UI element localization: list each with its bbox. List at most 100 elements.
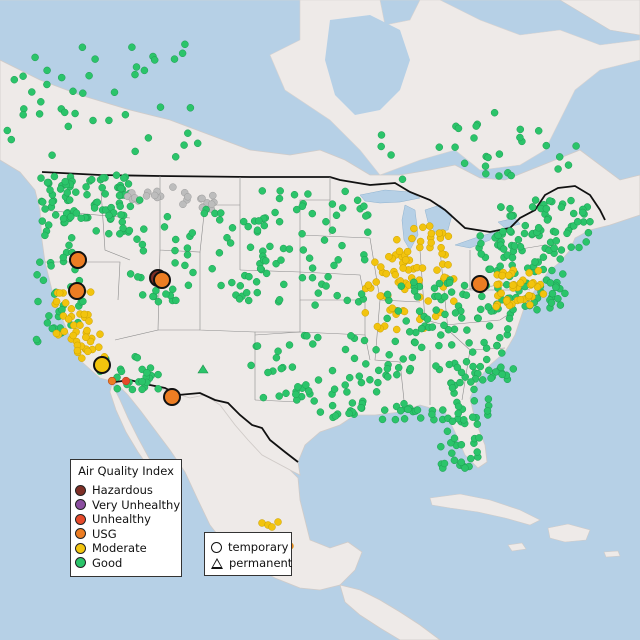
station-dot[interactable]	[228, 278, 236, 287]
station-dot[interactable]	[554, 165, 562, 173]
station-dot[interactable]	[38, 198, 47, 206]
station-dot[interactable]	[209, 191, 217, 200]
station-dot[interactable]	[48, 324, 57, 333]
station-dot[interactable]	[394, 307, 403, 315]
station-dot[interactable]	[83, 190, 91, 199]
station-usg-pennsylvania[interactable]	[471, 275, 489, 293]
station-dot[interactable]	[200, 209, 209, 218]
station-dot[interactable]	[457, 368, 466, 377]
station-dot[interactable]	[520, 229, 529, 238]
station-dot[interactable]	[38, 217, 47, 225]
station-dot[interactable]	[545, 197, 554, 205]
station-dot[interactable]	[360, 255, 369, 264]
station-dot[interactable]	[193, 139, 202, 148]
station-dot[interactable]	[490, 108, 499, 117]
station-dot[interactable]	[235, 295, 244, 303]
station-dot[interactable]	[239, 217, 248, 226]
station-dot[interactable]	[46, 186, 54, 194]
station-dot[interactable]	[208, 264, 216, 273]
station-dot[interactable]	[43, 319, 52, 327]
station-dot[interactable]	[69, 331, 77, 340]
station-dot[interactable]	[360, 336, 369, 345]
station-dot[interactable]	[557, 246, 566, 254]
station-dot[interactable]	[413, 293, 422, 301]
station-dot[interactable]	[444, 232, 453, 241]
station-dot[interactable]	[322, 217, 330, 226]
station-dot[interactable]	[78, 43, 87, 52]
station-dot[interactable]	[330, 385, 339, 393]
station-dot[interactable]	[462, 357, 471, 366]
station-dot[interactable]	[184, 281, 193, 290]
station-dot[interactable]	[308, 273, 317, 282]
station-dot[interactable]	[556, 301, 565, 309]
station-dot[interactable]	[328, 366, 337, 375]
station-dot[interactable]	[399, 355, 407, 363]
station-dot[interactable]	[276, 187, 284, 195]
station-dot[interactable]	[404, 405, 412, 414]
station-dot[interactable]	[443, 427, 452, 436]
station-dot[interactable]	[181, 40, 189, 49]
station-dot[interactable]	[582, 238, 590, 246]
station-usg-utah[interactable]	[153, 271, 171, 289]
station-dot[interactable]	[533, 306, 541, 314]
station-dot[interactable]	[52, 297, 61, 306]
station-dot[interactable]	[345, 409, 353, 418]
station-dot[interactable]	[305, 254, 314, 262]
station-dot[interactable]	[360, 202, 368, 210]
station-dot[interactable]	[534, 223, 543, 232]
station-dot[interactable]	[183, 244, 192, 252]
station-dot[interactable]	[118, 218, 127, 226]
station-dot[interactable]	[48, 198, 57, 206]
station-dot[interactable]	[35, 110, 44, 118]
station-dot[interactable]	[548, 266, 556, 275]
station-dot[interactable]	[416, 243, 424, 252]
station-dot[interactable]	[408, 353, 417, 362]
station-unhealthy[interactable]	[121, 376, 131, 386]
station-dot[interactable]	[439, 406, 447, 414]
station-dot[interactable]	[61, 177, 69, 186]
station-dot[interactable]	[85, 317, 93, 325]
station-dot[interactable]	[482, 355, 491, 364]
station-dot[interactable]	[539, 290, 548, 298]
station-dot[interactable]	[95, 343, 103, 351]
station-dot[interactable]	[516, 133, 524, 142]
station-dot[interactable]	[432, 306, 440, 314]
station-dot[interactable]	[101, 190, 109, 198]
station-dot[interactable]	[554, 294, 562, 303]
station-dot[interactable]	[72, 188, 80, 196]
station-dot[interactable]	[56, 185, 65, 193]
station-dot[interactable]	[330, 261, 338, 270]
station-dot[interactable]	[473, 420, 482, 428]
station-dot[interactable]	[378, 415, 387, 424]
station-dot[interactable]	[516, 279, 525, 287]
station-dot[interactable]	[275, 194, 284, 203]
station-dot[interactable]	[171, 246, 179, 255]
station-dot[interactable]	[470, 385, 478, 394]
station-dot[interactable]	[400, 415, 409, 423]
station-dot[interactable]	[467, 378, 475, 386]
station-dot[interactable]	[246, 243, 255, 252]
station-dot[interactable]	[57, 73, 66, 82]
station-dot[interactable]	[448, 449, 456, 457]
station-dot[interactable]	[314, 376, 323, 384]
station-dot[interactable]	[121, 110, 130, 119]
station-dot[interactable]	[215, 249, 224, 257]
station-dot[interactable]	[63, 188, 72, 197]
station-dot[interactable]	[424, 297, 432, 305]
station-dot[interactable]	[385, 252, 393, 261]
station-dot[interactable]	[52, 329, 61, 338]
station-dot[interactable]	[423, 315, 432, 323]
station-dot[interactable]	[497, 289, 505, 298]
station-dot[interactable]	[338, 241, 346, 250]
station-dot[interactable]	[504, 271, 513, 280]
station-dot[interactable]	[115, 191, 124, 200]
station-dot[interactable]	[328, 200, 337, 208]
station-dot[interactable]	[274, 347, 282, 355]
station-usg-nevada-south[interactable]	[68, 282, 86, 300]
station-dot[interactable]	[542, 141, 551, 150]
station-dot[interactable]	[457, 458, 466, 466]
station-dot[interactable]	[275, 392, 283, 400]
station-dot[interactable]	[484, 153, 492, 162]
station-dot[interactable]	[514, 235, 523, 244]
station-dot[interactable]	[440, 459, 449, 468]
